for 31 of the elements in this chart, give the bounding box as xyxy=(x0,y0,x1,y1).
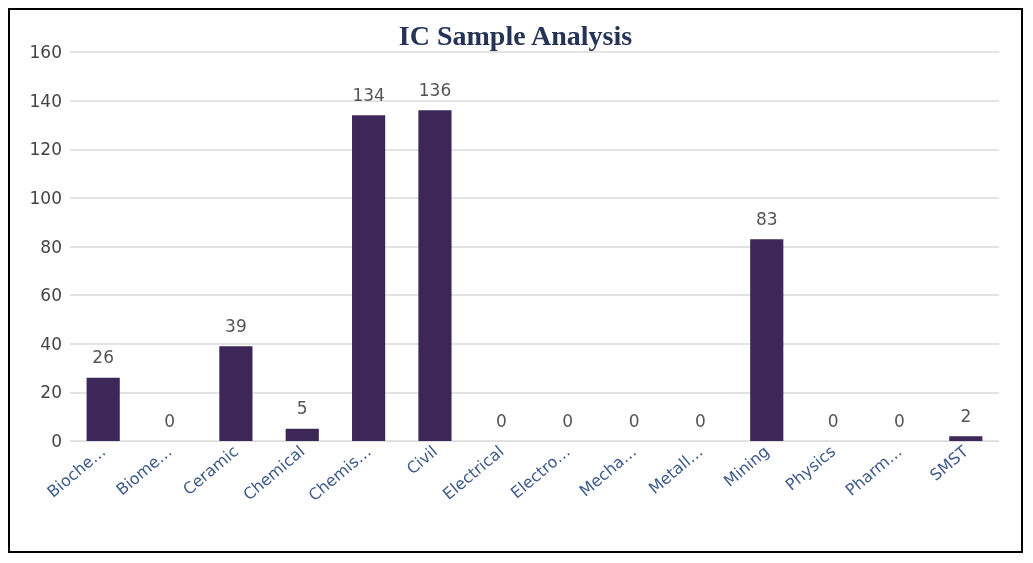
y-tick-label: 100 xyxy=(29,187,62,208)
chart-title: IC Sample Analysis xyxy=(398,19,633,51)
data-label: 0 xyxy=(495,410,507,431)
data-label: 0 xyxy=(628,410,640,431)
bar xyxy=(352,115,386,441)
data-label: 0 xyxy=(694,410,706,431)
y-tick-label: 20 xyxy=(40,382,62,403)
data-label: 2 xyxy=(960,405,972,426)
bar xyxy=(285,428,319,441)
data-label: 83 xyxy=(755,208,778,229)
y-tick-label: 60 xyxy=(40,285,62,306)
bar xyxy=(219,346,253,441)
data-label: 0 xyxy=(894,410,905,431)
bar xyxy=(86,377,120,441)
bar xyxy=(418,110,452,441)
data-label: 0 xyxy=(562,410,574,431)
bar xyxy=(949,436,983,441)
y-tick-label: 140 xyxy=(29,90,62,111)
bar xyxy=(750,239,784,441)
y-tick-label: 160 xyxy=(29,42,62,62)
data-label: 134 xyxy=(352,84,385,105)
data-label: 39 xyxy=(225,315,247,336)
data-label: 26 xyxy=(92,347,114,368)
data-label: 5 xyxy=(296,398,308,419)
y-tick-label: 120 xyxy=(29,139,62,160)
y-tick-label: 0 xyxy=(51,431,62,451)
data-label: 0 xyxy=(164,410,175,431)
y-tick-label: 40 xyxy=(40,333,62,354)
data-label: 0 xyxy=(827,410,839,431)
data-label: 136 xyxy=(418,79,452,100)
y-tick-label: 80 xyxy=(40,236,62,257)
